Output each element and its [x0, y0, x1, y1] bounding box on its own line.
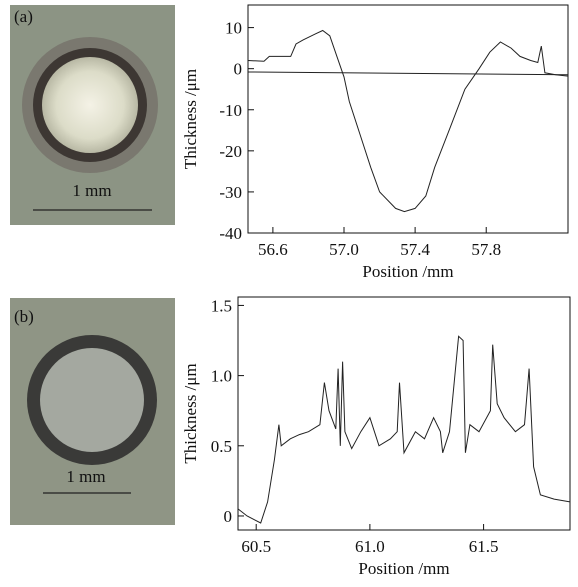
y-tick-label: -20: [219, 142, 242, 161]
plot-frame: [237, 296, 571, 531]
panel-label: (a): [14, 7, 33, 26]
y-axis-label: Thickness /μm: [181, 363, 200, 463]
y-tick-label: 0: [224, 507, 233, 526]
x-tick-label: 57.8: [471, 240, 501, 259]
data-line: [237, 335, 571, 524]
x-tick-label: 61.0: [355, 537, 385, 556]
x-tick-label: 56.6: [258, 240, 288, 259]
y-tick-label: 1.0: [211, 367, 232, 386]
data-line: [247, 71, 569, 76]
photo-b: [10, 298, 175, 525]
x-axis-label: Position /mm: [362, 262, 453, 281]
panel-label: (b): [14, 307, 34, 326]
x-tick-label: 57.4: [400, 240, 430, 259]
x-tick-label: 57.0: [329, 240, 359, 259]
x-tick-label: 61.5: [469, 537, 499, 556]
scale-bar-label: 1 mm: [72, 181, 111, 200]
plot-frame: [247, 4, 569, 234]
x-axis-label: Position /mm: [358, 559, 449, 578]
data-line: [247, 29, 569, 213]
y-axis-label: Thickness /μm: [181, 69, 200, 169]
y-tick-label: 1.5: [211, 296, 232, 315]
y-tick-label: 10: [225, 19, 242, 38]
y-tick-label: -10: [219, 101, 242, 120]
x-tick-label: 60.5: [241, 537, 271, 556]
y-tick-label: 0: [234, 60, 243, 79]
y-tick-label: 0.5: [211, 437, 232, 456]
y-tick-label: -30: [219, 183, 242, 202]
y-tick-label: -40: [219, 224, 242, 243]
photo-a: [10, 5, 175, 225]
scale-bar-label: 1 mm: [66, 467, 105, 486]
